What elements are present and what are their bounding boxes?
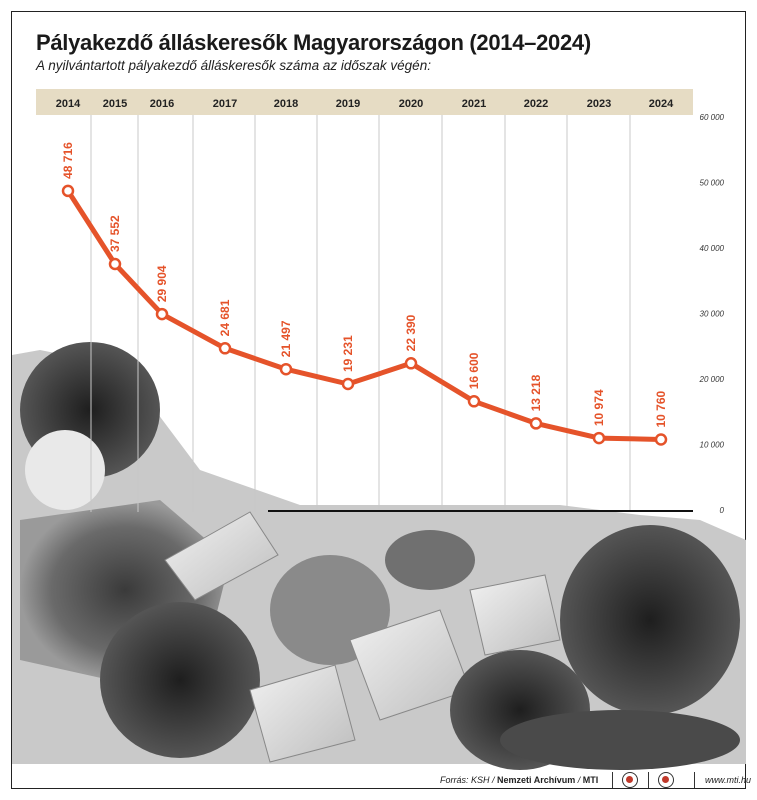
y-tick-label: 0	[720, 506, 725, 515]
data-point	[218, 342, 232, 355]
data-label: 10 974	[592, 389, 606, 426]
x-tick-label: 2015	[103, 98, 127, 110]
data-label: 37 552	[108, 215, 122, 252]
data-point	[108, 257, 122, 271]
data-label: 24 681	[218, 299, 232, 336]
data-point	[279, 362, 293, 376]
year-band-bg	[36, 89, 693, 115]
mtva-logo-icon	[622, 772, 638, 788]
data-point	[529, 417, 543, 430]
source-archive: Nemzeti Archívum	[497, 775, 576, 785]
photo-paper	[164, 511, 279, 601]
footer: Forrás: KSH / Nemzeti Archívum / MTI www…	[440, 772, 751, 788]
data-point	[61, 184, 75, 198]
x-tick-label: 2016	[150, 98, 174, 110]
footer-divider	[612, 772, 613, 788]
footer-divider	[694, 772, 695, 788]
students-writing-photo	[12, 342, 746, 770]
photo-head	[560, 525, 740, 715]
series-line	[61, 184, 668, 446]
x-tick-label: 2020	[399, 98, 423, 110]
y-tick-label: 40 000	[700, 244, 725, 253]
data-point	[592, 431, 606, 445]
x-tick-label: 2021	[462, 98, 486, 110]
year-band	[36, 89, 693, 115]
website-link[interactable]: www.mti.hu	[705, 775, 752, 785]
mti-logo-icon	[658, 772, 674, 788]
data-label: 13 218	[529, 374, 543, 411]
photo-face	[25, 430, 105, 510]
data-point	[467, 395, 481, 408]
data-label: 48 716	[61, 142, 75, 179]
page-title: Pályakezdő álláskeresők Magyarországon (…	[36, 30, 591, 55]
x-tick-label: 2022	[524, 98, 548, 110]
source-sep: /	[577, 775, 581, 785]
y-tick-label: 60 000	[700, 113, 725, 122]
photo-head	[100, 602, 260, 758]
data-label: 10 760	[654, 390, 668, 427]
y-tick-label: 10 000	[700, 441, 725, 450]
x-tick-label: 2019	[336, 98, 360, 110]
x-tick-labels: 2014 2015 2016 2017 2018 2019 2020 2021 2022 2023…	[56, 98, 674, 110]
x-tick-label: 2018	[274, 98, 298, 110]
y-tick-label: 20 000	[699, 375, 725, 384]
data-label: 16 600	[467, 352, 481, 389]
source-prefix: Forrás: KSH /	[440, 775, 495, 785]
source-text: Forrás: KSH / Nemzeti Archívum / MTI	[440, 775, 598, 785]
x-tick-label: 2014	[56, 98, 81, 110]
photo-shadow	[500, 710, 740, 770]
gridlines	[90, 115, 693, 512]
x-tick-label: 2017	[213, 98, 237, 110]
photo-arm	[385, 530, 475, 590]
data-point	[155, 307, 169, 321]
data-point	[404, 357, 418, 370]
photo-paper	[469, 574, 561, 656]
footer-divider	[648, 772, 649, 788]
y-tick-labels: 0 10 000 20 000 30 000 40 000 50 000 60 000	[699, 113, 725, 515]
page-subtitle: A nyilvántartott pályakezdő álláskeresők…	[36, 58, 431, 73]
data-label: 29 904	[155, 265, 169, 302]
data-point	[654, 433, 668, 446]
data-label: 19 231	[341, 335, 355, 372]
source-mti: MTI	[582, 775, 599, 785]
photo-paper	[249, 664, 356, 763]
data-labels: 48 716 37 552 29 904 24 681 21 497 19 231 22 3…	[61, 142, 668, 428]
x-tick-label: 2024	[649, 98, 674, 110]
data-point	[341, 377, 355, 391]
y-tick-label: 50 000	[700, 179, 725, 188]
data-label: 21 497	[279, 320, 293, 357]
x-tick-label: 2023	[587, 98, 611, 110]
y-tick-label: 30 000	[700, 310, 725, 319]
data-label: 22 390	[404, 314, 418, 351]
